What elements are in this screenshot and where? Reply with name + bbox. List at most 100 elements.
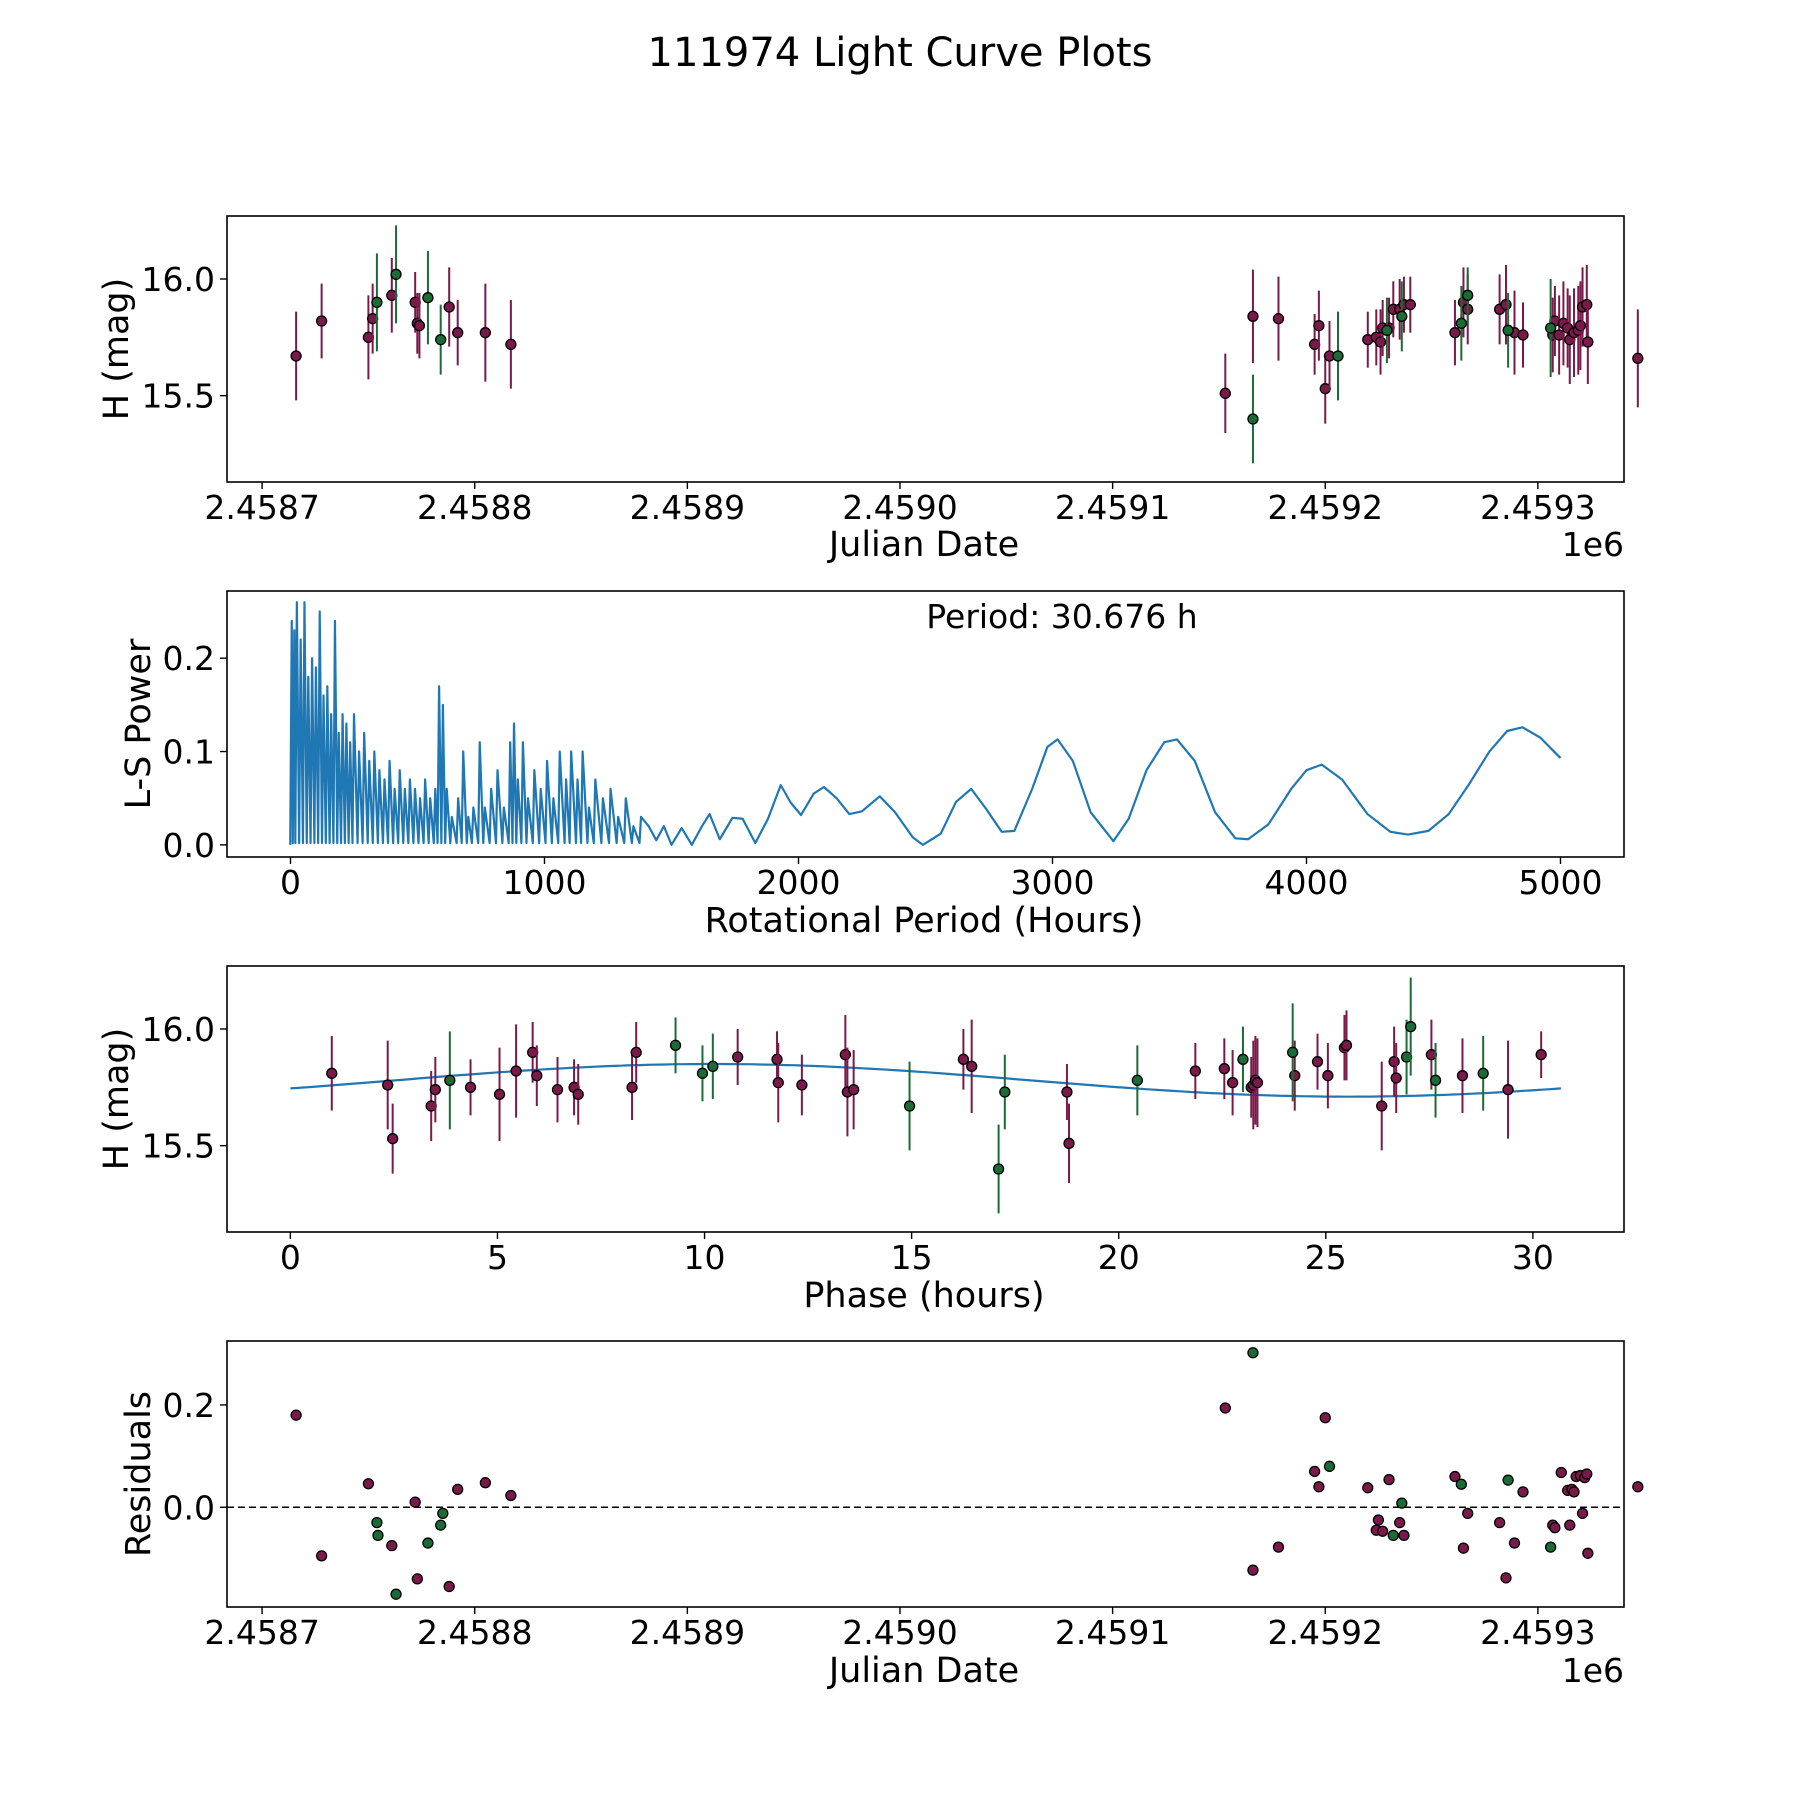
y-tick-label: 16.0 [142, 260, 215, 299]
data-point-magenta [796, 1079, 808, 1091]
x-tick-label: 2.4587 [204, 488, 319, 527]
data-point-magenta [1568, 1486, 1580, 1498]
x-tick-label: 2.4593 [1480, 1613, 1595, 1652]
data-point-green [422, 292, 434, 304]
data-point-magenta [1226, 1077, 1239, 1089]
data-point-magenta [326, 1067, 338, 1079]
data-point-green [390, 268, 402, 280]
y-tick-label: 15.5 [142, 1127, 215, 1166]
data-point-magenta [1061, 1086, 1073, 1098]
data-point-magenta [1576, 1507, 1589, 1520]
data-point-magenta [387, 1133, 399, 1145]
lightcurve-panel: 2.4587 2.4588 2.4589 2.4590 2.4591 2.4592 2.45… [97, 215, 1644, 565]
data-point-magenta [464, 1081, 477, 1093]
phase-xlabel: Phase (hours) [803, 1276, 1044, 1316]
data-point-magenta [1517, 329, 1529, 341]
y-tick-label: 15.5 [142, 377, 215, 416]
data-point-green [1237, 1053, 1249, 1065]
data-point-magenta [1581, 299, 1593, 311]
data-point-green [435, 1519, 447, 1531]
data-point-magenta [1390, 1072, 1402, 1084]
data-point-green [1502, 324, 1514, 336]
data-point-green [437, 1507, 449, 1520]
data-point-green [1247, 1347, 1259, 1359]
data-point-green [1455, 1478, 1467, 1490]
x-tick-label: 25 [1305, 1238, 1347, 1277]
data-point-magenta [1632, 1481, 1644, 1493]
lightcurve-xlabel: Julian Date [827, 525, 1019, 565]
phase-ylabel: H (mag) [97, 1028, 137, 1171]
y-tick-label: 0.2 [163, 639, 215, 678]
data-point-green [1477, 1067, 1489, 1079]
data-point-magenta [1500, 1572, 1512, 1584]
data-point-magenta [505, 338, 517, 350]
data-point-magenta [1311, 1056, 1324, 1068]
x-tick-label: 2.4587 [204, 1613, 319, 1652]
data-point-magenta [1251, 1077, 1264, 1089]
data-point-magenta [1502, 1084, 1514, 1096]
data-point-magenta [1517, 1486, 1529, 1498]
data-point-magenta [1462, 1507, 1474, 1520]
data-point-magenta [1508, 1537, 1521, 1549]
data-point-magenta [551, 1084, 564, 1096]
data-point-magenta [1189, 1065, 1201, 1077]
data-point-green [696, 1067, 709, 1079]
data-point-green [1455, 317, 1467, 329]
data-point-magenta [443, 1580, 455, 1593]
data-point-magenta [1456, 1070, 1469, 1082]
x-tick-label: 10 [684, 1238, 726, 1277]
data-point-magenta [572, 1088, 584, 1100]
data-point-green [1287, 1046, 1299, 1058]
data-point-magenta [1374, 336, 1387, 348]
data-point-magenta [1247, 310, 1259, 322]
data-point-magenta [413, 320, 426, 332]
phase-ticks: 0 5 10 15 20 25 30 15.5 16.0 [142, 1010, 1554, 1277]
period-annotation: Period: 30.676 h [926, 597, 1197, 636]
data-point-magenta [1449, 327, 1461, 339]
data-point-magenta [1388, 1056, 1400, 1068]
lightcurve-marks [290, 225, 1644, 464]
x-tick-label: 2.4593 [1480, 488, 1595, 527]
x-tick-label: 2.4588 [417, 1613, 532, 1652]
data-point-green [1131, 1074, 1143, 1086]
x-tick-label: 2.4591 [1055, 488, 1170, 527]
data-point-magenta [1383, 1473, 1395, 1486]
data-point-green [1387, 1529, 1399, 1542]
x-tick-label: 5 [487, 1238, 508, 1277]
phase-panel: 0 5 10 15 20 25 30 15.5 16.0 Phase (hours) H (ma… [97, 965, 1625, 1316]
data-point-magenta [452, 1483, 464, 1495]
data-point-green [371, 1516, 383, 1529]
y-tick-label: 0.1 [163, 733, 215, 772]
data-point-magenta [1289, 1070, 1301, 1082]
data-point-magenta [1308, 1465, 1321, 1478]
data-point-green [372, 1529, 384, 1542]
residuals-panel: 2.4587 2.4588 2.4589 2.4590 2.4591 2.4592 2.45… [119, 1340, 1644, 1691]
x-tick-label: 4000 [1265, 863, 1349, 902]
data-point-green [422, 1537, 434, 1549]
x-tick-label: 2.4589 [630, 1613, 745, 1652]
data-point-magenta [411, 1573, 423, 1585]
x-tick-label: 1000 [503, 863, 587, 902]
data-point-magenta [966, 1060, 978, 1072]
data-point-green [1396, 1497, 1408, 1509]
data-point-green [390, 1588, 402, 1600]
x-tick-label: 2.4592 [1268, 1613, 1383, 1652]
lightcurve-offset-text: 1e6 [1562, 525, 1624, 564]
residuals-ticks: 2.4587 2.4588 2.4589 2.4590 2.4591 2.4592 2.45… [163, 1386, 1596, 1652]
y-tick-label: 0.0 [163, 826, 215, 865]
y-tick-label: 0.0 [163, 1488, 215, 1527]
data-point-magenta [290, 1409, 302, 1421]
data-point-magenta [1219, 1402, 1231, 1414]
data-point-magenta [1493, 1516, 1506, 1529]
data-point-magenta [626, 1081, 638, 1093]
data-point-magenta [1372, 1514, 1385, 1526]
x-tick-label: 2.4588 [417, 488, 532, 527]
data-point-green [992, 1163, 1005, 1175]
x-tick-label: 2000 [757, 863, 841, 902]
data-point-green [1544, 1541, 1557, 1553]
data-point-magenta [1063, 1137, 1075, 1149]
data-point-magenta [1319, 1412, 1331, 1424]
data-point-magenta [1219, 387, 1231, 399]
data-point-green [444, 1074, 456, 1086]
